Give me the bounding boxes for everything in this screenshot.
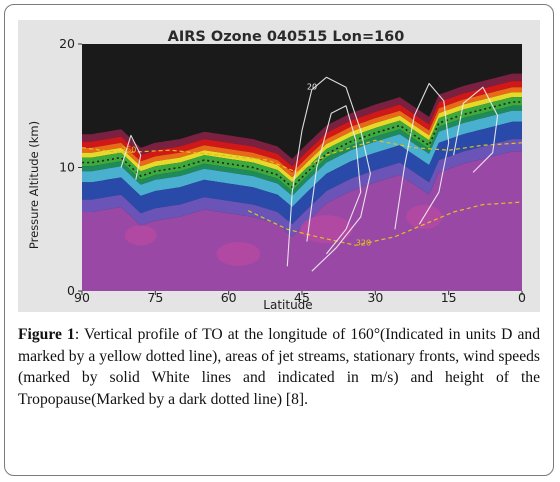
x-tick-label: 60 [221, 290, 237, 305]
contour-lines: 350 320 20 [82, 76, 522, 272]
x-tick-label: 15 [441, 290, 457, 305]
wind-speed-line [120, 134, 142, 180]
y-axis-label: Pressure Altitude (km) [27, 121, 41, 249]
figure-label: Figure 1 [18, 326, 75, 343]
contour-label: 320 [356, 238, 371, 247]
wind-speed-line [394, 82, 450, 230]
band-yellow [82, 92, 522, 183]
magenta-patch [124, 225, 157, 246]
x-tick-label: 30 [367, 290, 383, 305]
y-tick-label: 0 [67, 283, 75, 298]
axis-ticks: 90 75 60 45 30 15 0 0 10 20 [59, 36, 526, 305]
contour-label: 20 [307, 83, 317, 92]
x-tick-label: 0 [518, 290, 526, 305]
wind-speed-line [286, 76, 371, 272]
x-axis-label: Latitude [263, 298, 312, 312]
y-tick-label: 10 [59, 160, 75, 175]
wind-speed-line [453, 86, 499, 173]
ozone-350-line [82, 139, 522, 174]
figure-caption: Figure 1: Vertical profile of TO at the … [18, 324, 540, 410]
magenta-patch [216, 241, 261, 266]
y-tick-label: 20 [59, 36, 75, 51]
band-cyan [82, 110, 522, 207]
band-green [82, 97, 522, 191]
caption-text: : Vertical profile of TO at the longitud… [18, 326, 540, 408]
x-tick-label: 75 [147, 290, 163, 305]
x-tick-label: 45 [294, 290, 310, 305]
contour-label: 350 [121, 146, 136, 155]
band-teal [82, 105, 522, 196]
band-violet [82, 139, 522, 237]
chart-title: AIRS Ozone 040515 Lon=160 [168, 29, 405, 45]
ozone-chart: AIRS Ozone 040515 Lon=160 350 320 20 90 75 6… [18, 20, 540, 312]
band-maroon [82, 73, 522, 167]
wind-speed-line [306, 105, 362, 255]
tropopause-line [82, 101, 522, 189]
x-tick-label: 90 [74, 290, 90, 305]
band-lower-purple [82, 151, 522, 291]
band-blue [82, 121, 522, 225]
band-red [82, 81, 522, 173]
band-orange [82, 87, 522, 178]
ozone-color-bands [82, 73, 522, 291]
